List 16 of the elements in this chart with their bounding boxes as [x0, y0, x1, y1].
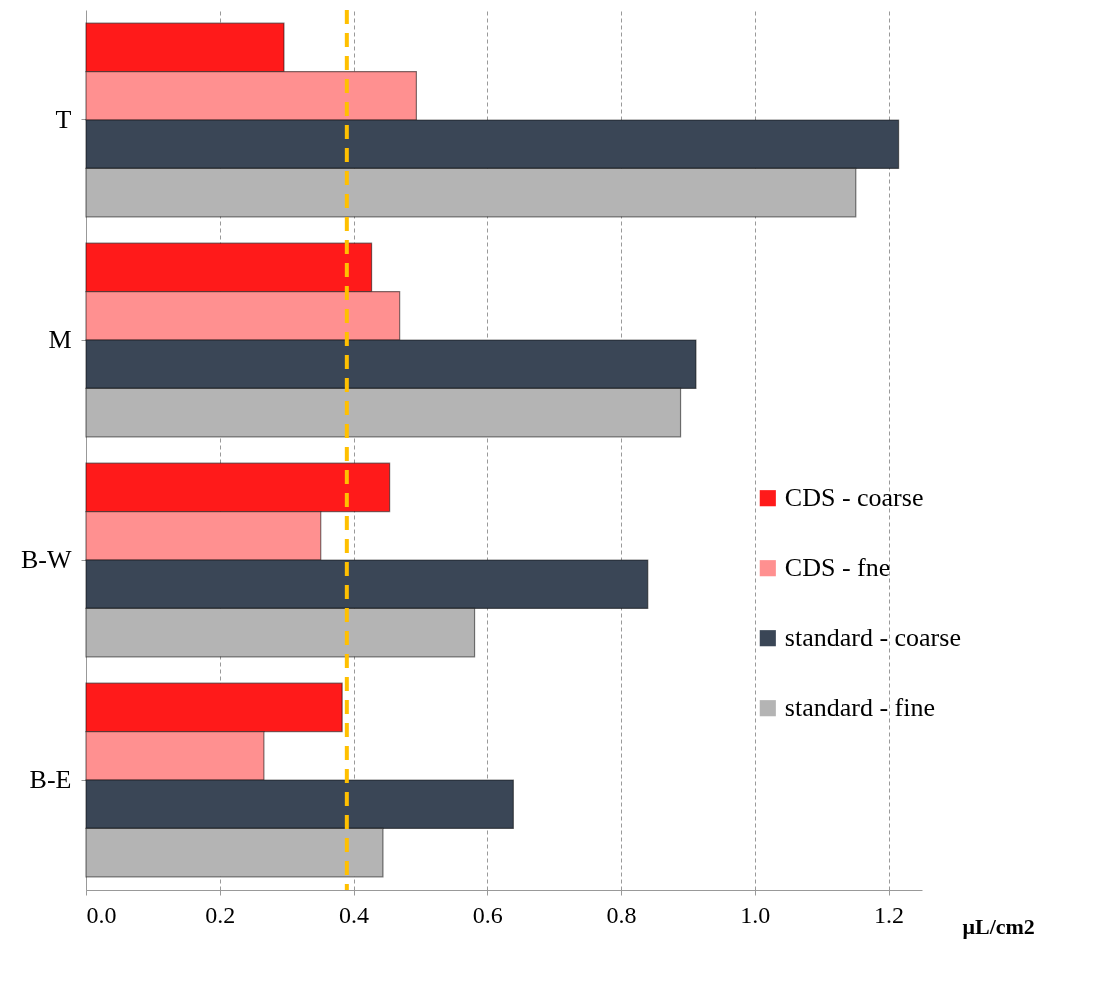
x-tick-label: 0.6 [472, 901, 503, 928]
legend-label: CDS - coarse [784, 483, 924, 513]
y-tick-label: T [55, 105, 72, 134]
y-tick-label: B-W [20, 545, 72, 574]
x-tick-label: 1.2 [874, 901, 905, 928]
y-tick-label: M [48, 325, 72, 354]
x-tick-label: 0.0 [86, 901, 117, 928]
x-tick-label: 0.4 [339, 901, 370, 928]
y-tick-label: B-E [29, 765, 72, 794]
x-axis-title: μL/cm2 [962, 913, 1035, 939]
x-tick-label: 0.2 [205, 901, 236, 928]
legend-label: CDS - fne [784, 553, 891, 583]
legend-label: standard - fine [784, 693, 935, 723]
x-tick-label: 0.8 [606, 901, 637, 928]
x-tick-label: 1.0 [740, 901, 771, 928]
legend-label: standard - coarse [784, 623, 961, 653]
